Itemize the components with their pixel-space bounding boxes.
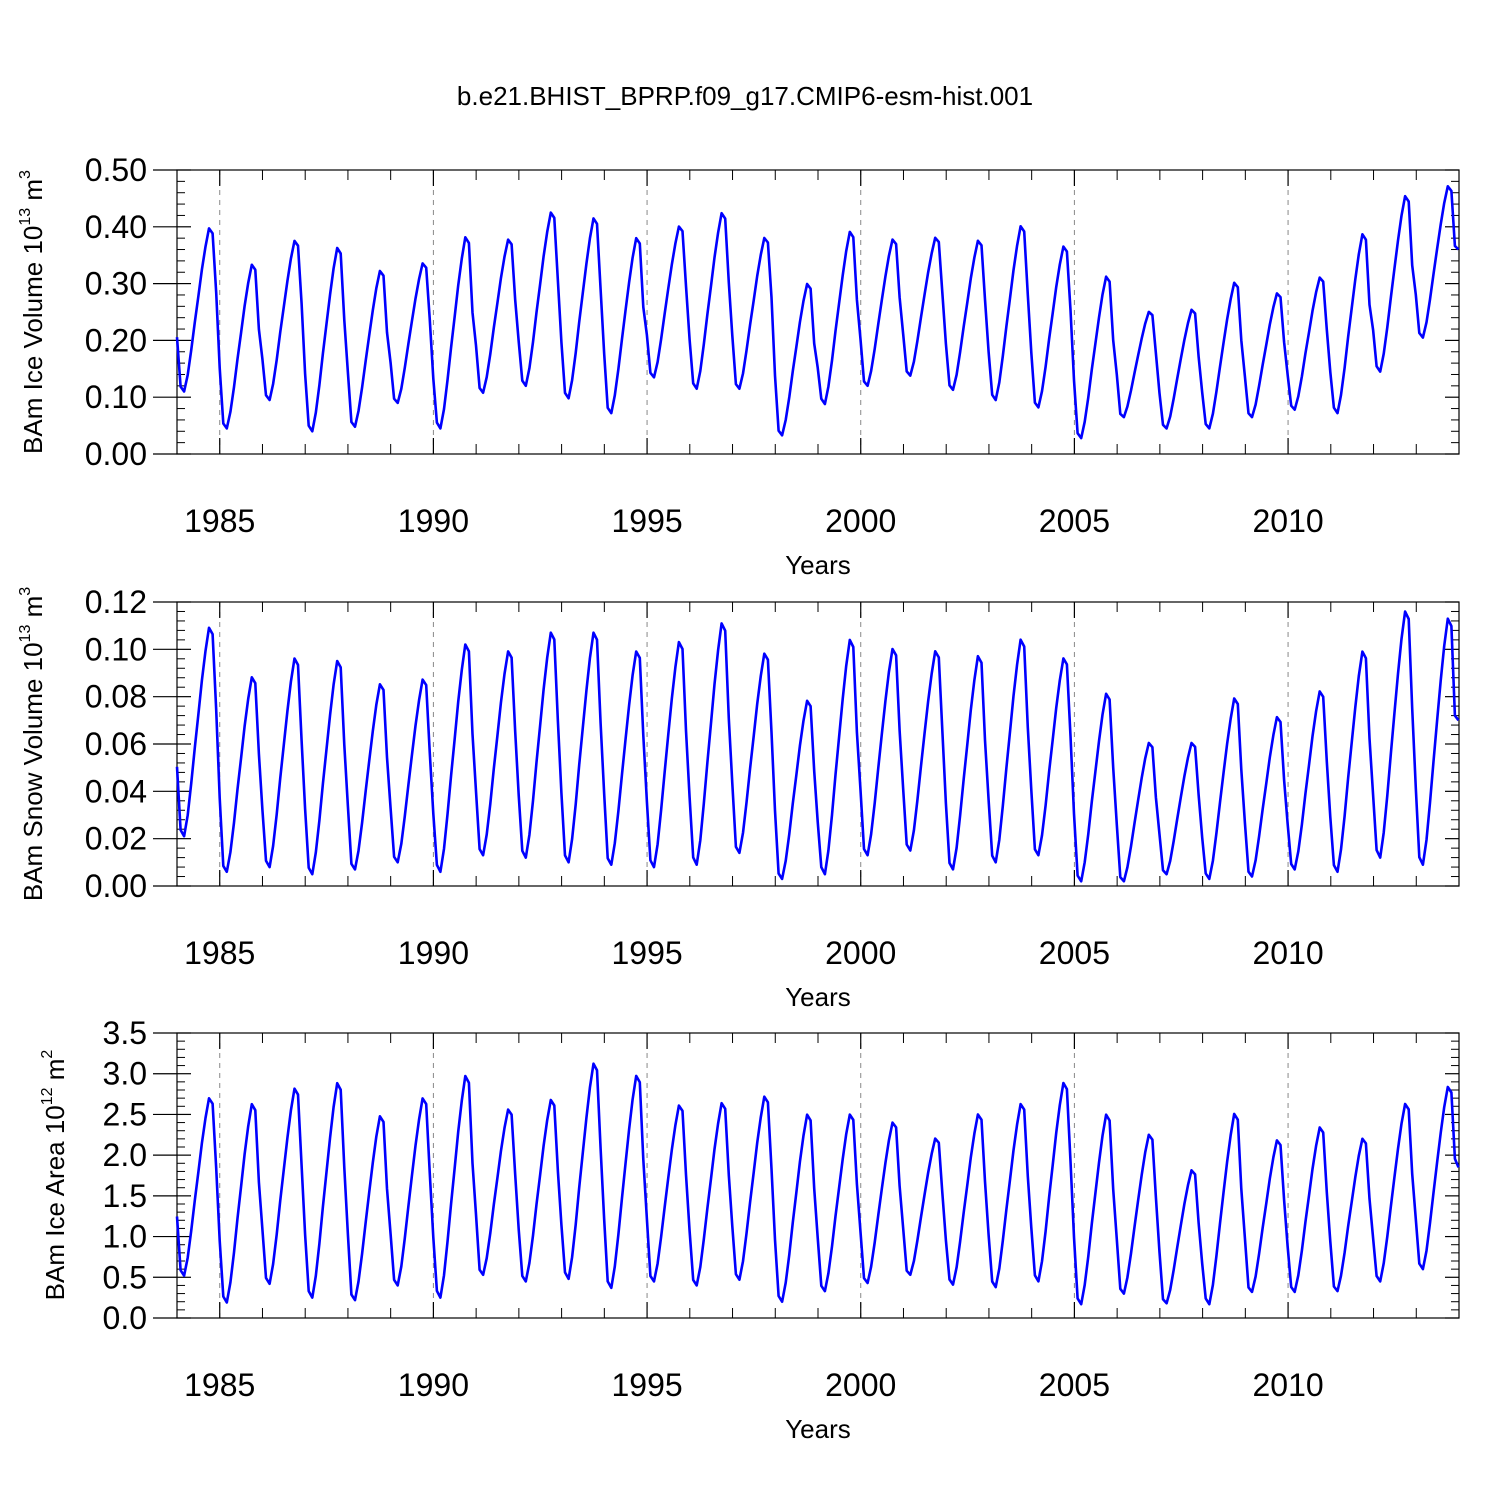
plot-frame	[176, 601, 1460, 887]
x-tick-label: 1990	[398, 503, 469, 539]
y-axis-title-prefix: BAm Ice Volume 10	[18, 226, 48, 454]
y-tick-label: 0.5	[103, 1259, 147, 1295]
y-axis-title-prefix: BAm Ice Area 10	[40, 1105, 70, 1300]
series-line-ice-volume	[175, 185, 1460, 440]
y-axis-title-exponent: 13	[17, 208, 34, 226]
figure-title: b.e21.BHIST_BPRP.f09_g17.CMIP6-esm-hist.…	[457, 81, 1033, 111]
y-axis-title-unit: m	[18, 179, 48, 208]
x-tick-label: 2000	[825, 935, 896, 971]
y-axis-title-exponent: 12	[39, 1087, 56, 1105]
x-tick-label: 2000	[825, 1367, 896, 1403]
y-axis-title-prefix: BAm Snow Volume 10	[18, 642, 48, 901]
x-tick-label: 1995	[611, 503, 682, 539]
y-axis-title-exponent: 13	[17, 625, 34, 643]
y-tick-label: 0.12	[85, 584, 147, 620]
y-tick-label: 3.5	[103, 1015, 147, 1051]
x-axis-title: Years	[785, 982, 851, 1012]
y-axis-title-unit-exponent: 3	[17, 587, 34, 596]
panel-snow-volume: 0.00 0.02 0.04 0.06 0.08 0.10 0.12 1985 1990 199…	[17, 584, 1460, 1012]
x-tick-label: 2010	[1252, 935, 1323, 971]
x-tick-label: 2010	[1252, 1367, 1323, 1403]
y-tick-label: 0.04	[85, 773, 147, 809]
y-axis-title-unit-exponent: 2	[39, 1050, 56, 1059]
x-axis-title: Years	[785, 550, 851, 580]
y-tick-label: 0.30	[85, 266, 147, 302]
y-tick-label: 1.5	[103, 1178, 147, 1214]
x-tick-label: 2005	[1039, 503, 1110, 539]
x-tick-label: 2000	[825, 503, 896, 539]
y-axis-title-unit-exponent: 3	[17, 170, 34, 179]
x-tick-label: 1990	[398, 1367, 469, 1403]
x-tick-label: 1985	[184, 935, 255, 971]
y-tick-label: 0.10	[85, 379, 147, 415]
x-axis-title: Years	[785, 1414, 851, 1444]
y-tick-label: 0.20	[85, 322, 147, 358]
y-tick-label: 1.0	[103, 1219, 147, 1255]
panel-ice-area: 0.0 0.5 1.0 1.5 2.0 2.5 3.0 3.5 1985 1990 1995 200…	[39, 1015, 1460, 1444]
x-tick-label: 1990	[398, 935, 469, 971]
y-axis-title: BAm Ice Volume 1013 m3	[17, 170, 48, 454]
x-tick-label: 1985	[184, 1367, 255, 1403]
y-tick-label: 0.10	[85, 631, 147, 667]
plot-frame	[176, 169, 1460, 455]
y-tick-label: 3.0	[103, 1056, 147, 1092]
y-axis-title: BAm Ice Area 1012 m2	[39, 1050, 70, 1301]
x-tick-label: 1985	[184, 503, 255, 539]
x-tick-label: 2005	[1039, 935, 1110, 971]
y-tick-label: 2.0	[103, 1137, 147, 1173]
y-axis-title: BAm Snow Volume 1013 m3	[17, 587, 48, 901]
y-tick-label: 0.00	[85, 436, 147, 472]
x-tick-label: 2010	[1252, 503, 1323, 539]
series-line-snow-volume	[175, 610, 1460, 883]
y-tick-label: 0.50	[85, 152, 147, 188]
y-tick-label: 0.02	[85, 821, 147, 857]
y-tick-label: 2.5	[103, 1096, 147, 1132]
x-tick-label: 1995	[611, 1367, 682, 1403]
x-tick-label: 2005	[1039, 1367, 1110, 1403]
y-axis-title-unit: m	[18, 596, 48, 625]
plot-frame	[176, 1032, 1460, 1319]
y-tick-label: 0.06	[85, 726, 147, 762]
y-tick-label: 0.08	[85, 679, 147, 715]
y-tick-label: 0.00	[85, 868, 147, 904]
panel-ice-volume: 0.00 0.10 0.20 0.30 0.40 0.50 1985 1990 1995 200…	[17, 152, 1460, 580]
y-axis-title-unit: m	[40, 1059, 70, 1088]
series-line-ice-area	[175, 1062, 1460, 1306]
y-tick-label: 0.0	[103, 1300, 147, 1336]
y-tick-label: 0.40	[85, 209, 147, 245]
x-tick-label: 1995	[611, 935, 682, 971]
